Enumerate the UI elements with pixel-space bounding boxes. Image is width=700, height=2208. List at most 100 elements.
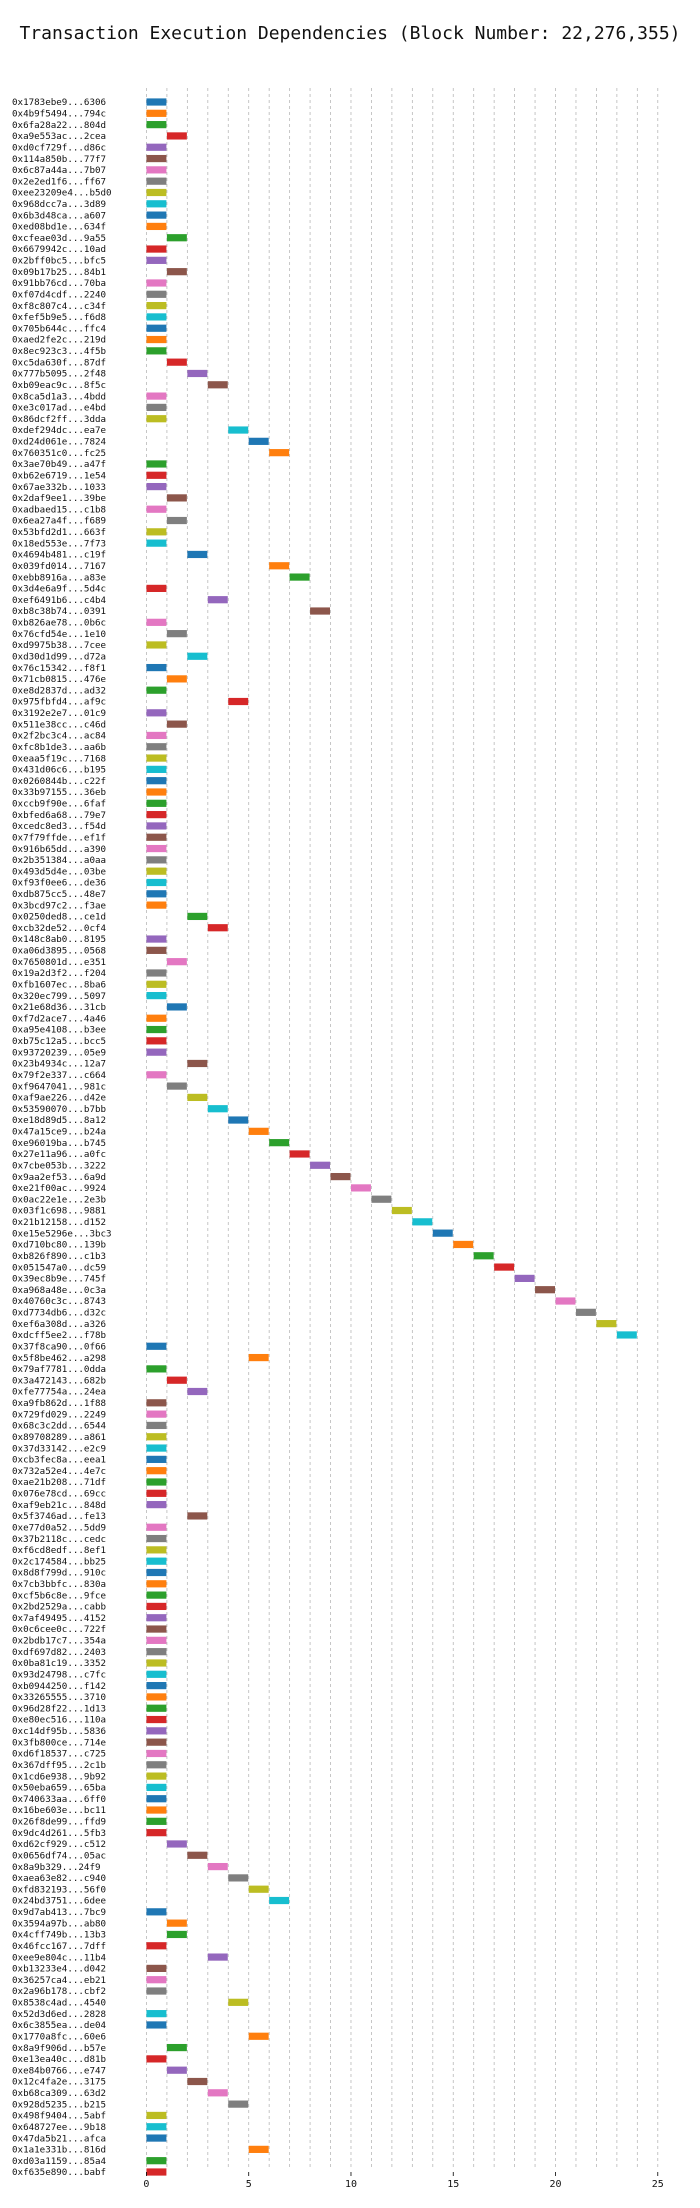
tx-bar bbox=[146, 1591, 167, 1599]
tx-bar bbox=[146, 211, 167, 219]
tx-label: 0x6ea27a4f...f689 bbox=[12, 516, 106, 527]
tx-label: 0x148c8ab0...8195 bbox=[12, 934, 106, 945]
tx-bar bbox=[166, 1376, 187, 1384]
tx-bar bbox=[146, 1614, 167, 1622]
tx-bar bbox=[146, 1829, 167, 1837]
tx-bar bbox=[146, 822, 167, 830]
tx-bar bbox=[146, 256, 167, 264]
tx-bar bbox=[146, 709, 167, 717]
tx-label: 0x3bcd97c2...f3ae bbox=[12, 900, 106, 911]
tx-bar bbox=[248, 2145, 269, 2153]
tx-label: 0x37f8ca90...0f66 bbox=[12, 1341, 106, 1352]
tx-label: 0xebb8916a...a83e bbox=[12, 572, 106, 583]
tx-label: 0x27e11a96...a0fc bbox=[12, 1149, 106, 1160]
tx-label: 0x4b9f5494...794c bbox=[12, 109, 106, 120]
tx-label: 0xe80ec516...110a bbox=[12, 1715, 106, 1726]
tx-label: 0x26f8de99...ffd9 bbox=[12, 1817, 106, 1828]
tx-label: 0xb0944250...f142 bbox=[12, 1681, 106, 1692]
tx-bar bbox=[146, 1976, 167, 1984]
tx-bar bbox=[187, 1059, 208, 1068]
chart-title: Transaction Execution Dependencies (Bloc… bbox=[19, 23, 680, 44]
tx-bar bbox=[146, 1433, 167, 1441]
tx-label: 0xcf5b6c8e...9fce bbox=[12, 1590, 106, 1601]
tx-bar bbox=[146, 799, 167, 807]
tx-label: 0x19a2d3f2...f204 bbox=[12, 968, 107, 979]
tx-bar bbox=[166, 1840, 187, 1848]
tx-label: 0x18ed553e...7f73 bbox=[12, 538, 106, 549]
tx-bar bbox=[146, 2010, 167, 2018]
tx-bar bbox=[146, 1908, 167, 1916]
tx-label: 0x5f3746ad...fe13 bbox=[12, 1511, 106, 1522]
tx-bar bbox=[146, 302, 167, 310]
tx-label: 0xed08bd1e...634f bbox=[12, 222, 106, 233]
tx-label: 0x86dcf2ff...3dda bbox=[12, 414, 106, 425]
tx-label: 0x760351c0...fc25 bbox=[12, 448, 106, 459]
tx-label: 0xcfeae03d...9a55 bbox=[12, 233, 106, 244]
tx-bar bbox=[166, 494, 187, 502]
tx-bar bbox=[146, 1806, 167, 1814]
tx-label: 0x89708289...a861 bbox=[12, 1432, 106, 1443]
tx-bar bbox=[146, 1738, 167, 1746]
tx-label: 0x9dc4d261...5fb3 bbox=[12, 1828, 106, 1839]
tx-bar bbox=[146, 335, 167, 344]
tx-bar bbox=[146, 663, 167, 672]
tx-bar bbox=[228, 1874, 249, 1882]
tx-bar bbox=[146, 890, 167, 898]
tx-label: 0x40760c3c...8743 bbox=[12, 1296, 106, 1307]
tx-label: 0xa9e553ac...2cea bbox=[12, 131, 106, 142]
tx-bar bbox=[248, 437, 269, 445]
tx-bar bbox=[391, 1206, 412, 1215]
tx-label: 0x0c6cee0c...722f bbox=[12, 1624, 106, 1635]
tx-bar bbox=[146, 1071, 167, 1079]
tx-bar bbox=[289, 1150, 310, 1158]
tx-bar bbox=[596, 1320, 617, 1328]
tx-label: 0xa95e4108...b3ee bbox=[12, 1025, 106, 1036]
tx-label: 0x79f2e337...c664 bbox=[12, 1070, 107, 1081]
tx-bar bbox=[207, 1953, 228, 1961]
tx-label: 0xe96019ba...b745 bbox=[12, 1138, 106, 1149]
tx-bar bbox=[146, 2055, 167, 2063]
tx-bar bbox=[146, 1546, 167, 1554]
x-tick-label: 15 bbox=[447, 2179, 459, 2190]
tx-bar bbox=[146, 992, 167, 1000]
tx-bar bbox=[166, 2066, 187, 2074]
tx-label: 0x367dff95...2c1b bbox=[12, 1760, 106, 1771]
tx-bar bbox=[146, 121, 167, 129]
tx-label: 0x93d24798...c7fc bbox=[12, 1669, 106, 1680]
tx-bar bbox=[146, 1557, 167, 1565]
tx-bar bbox=[146, 1365, 167, 1373]
tx-bar bbox=[146, 1693, 167, 1701]
tx-bar bbox=[146, 969, 167, 977]
tx-label: 0x114a850b...77f7 bbox=[12, 154, 106, 165]
grid-lines bbox=[146, 88, 659, 2170]
tx-label: 0xd7734db6...d32c bbox=[12, 1308, 106, 1319]
tx-label: 0x93720239...05e9 bbox=[12, 1047, 106, 1058]
tx-label: 0xf635e890...babf bbox=[12, 2167, 106, 2178]
tx-label: 0x705b644c...ffc4 bbox=[12, 323, 107, 334]
tx-label: 0xb13233e4...d042 bbox=[12, 1964, 106, 1975]
tx-bar bbox=[146, 392, 167, 400]
tx-bar bbox=[187, 1387, 208, 1396]
tx-bar bbox=[146, 743, 167, 751]
tx-label: 0x8ca5d1a3...4bdd bbox=[12, 391, 106, 402]
tx-label: 0xe3c017ad...e4bd bbox=[12, 403, 106, 414]
tx-bar bbox=[146, 1037, 167, 1045]
tx-bar bbox=[146, 313, 167, 321]
tx-label: 0x53590070...b7bb bbox=[12, 1104, 106, 1115]
tx-label: 0x039fd014...7167 bbox=[12, 561, 106, 572]
tx-bar bbox=[166, 132, 187, 140]
tx-bar bbox=[146, 1704, 167, 1712]
tx-bar bbox=[146, 177, 167, 185]
tx-label: 0x1770a8fc...60e6 bbox=[12, 2031, 106, 2042]
tx-label: 0x975fbfd4...af9c bbox=[12, 697, 106, 708]
tx-label: 0x3594a97b...ab80 bbox=[12, 1918, 106, 1929]
x-tick-label: 0 bbox=[143, 2179, 149, 2190]
tx-bar bbox=[146, 482, 167, 491]
tx-label: 0x39ec8b9e...745f bbox=[12, 1274, 106, 1285]
tx-label: 0xaf9ae226...d42e bbox=[12, 1093, 106, 1104]
tx-bar bbox=[146, 222, 167, 231]
tx-label: 0x96d28f22...1d13 bbox=[12, 1703, 106, 1714]
tx-label: 0xdef294dc...ea7e bbox=[12, 425, 106, 436]
tx-bar bbox=[146, 279, 167, 287]
tx-bar bbox=[146, 811, 167, 819]
